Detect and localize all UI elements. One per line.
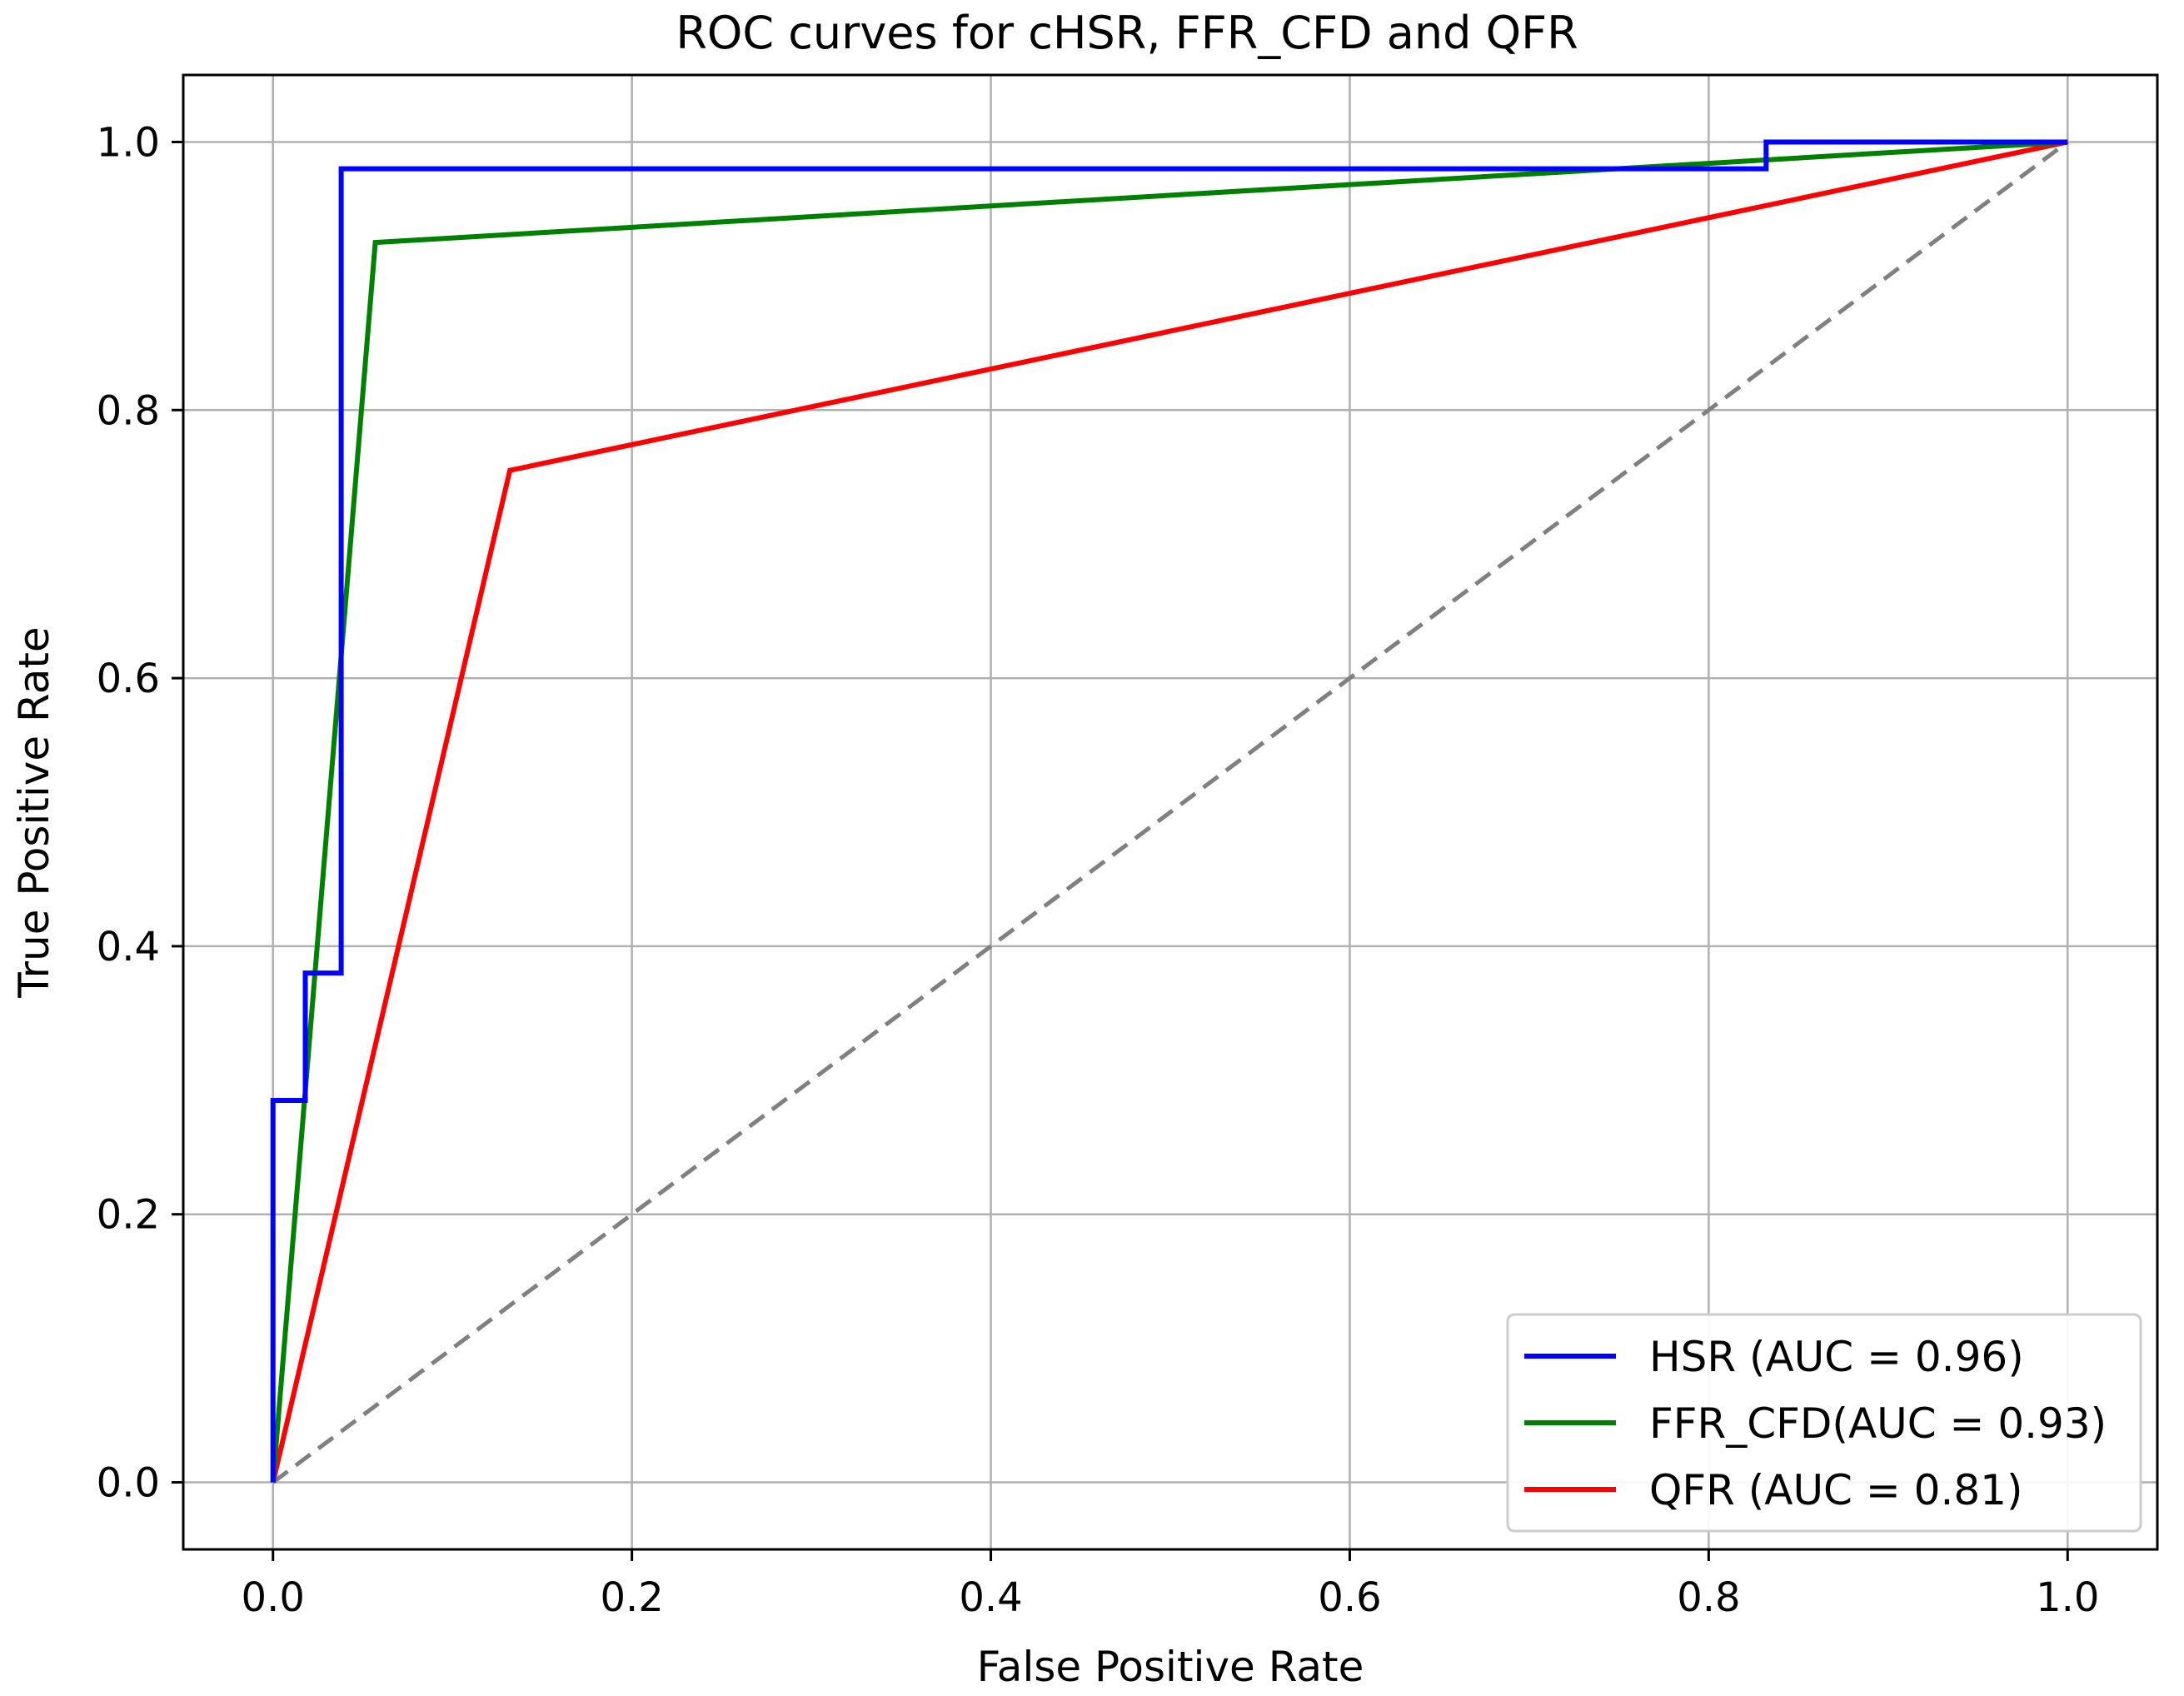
x-tick-label: 0.4 <box>959 1574 1022 1621</box>
y-tick-label: 0.8 <box>97 387 160 434</box>
y-tick-label: 0.2 <box>97 1192 160 1239</box>
x-tick-label: 0.0 <box>242 1574 305 1621</box>
plot-lines <box>270 139 2069 1484</box>
legend: HSR (AUC = 0.96) FFR_CFD(AUC = 0.93) QFR (… <box>1506 1313 2142 1533</box>
y-axis-ticks: 0.0 0.2 0.4 0.6 0.8 1.0 <box>97 119 183 1507</box>
x-axis-ticks: 0.0 0.2 0.4 0.6 0.8 1.0 <box>242 1549 2099 1621</box>
chance-diagonal-line <box>272 140 2069 1484</box>
y-tick-label: 0.0 <box>97 1460 160 1507</box>
legend-label-0: HSR (AUC = 0.96) <box>1649 1333 2024 1381</box>
x-tick-label: 0.6 <box>1318 1574 1381 1621</box>
y-axis-label: True Positive Rate <box>10 626 58 998</box>
x-axis-label: False Positive Rate <box>977 1643 1364 1691</box>
x-tick-label: 0.8 <box>1677 1574 1740 1621</box>
y-tick-label: 0.4 <box>97 924 160 970</box>
plot-area-frame <box>182 73 2159 1551</box>
legend-frame <box>1506 1313 2142 1533</box>
chart-title: ROC curves for cHSR, FFR_CFD and QFR <box>676 7 1578 59</box>
x-tick-label: 1.0 <box>2036 1574 2099 1621</box>
x-tick-label: 0.2 <box>600 1574 663 1621</box>
legend-label-1: FFR_CFD(AUC = 0.93) <box>1649 1399 2107 1448</box>
series-line-0 <box>270 139 2068 1483</box>
y-tick-label: 1.0 <box>97 119 160 166</box>
series-line-2 <box>270 139 2068 1484</box>
y-tick-label: 0.6 <box>97 656 160 702</box>
legend-label-2: QFR (AUC = 0.81) <box>1649 1466 2023 1514</box>
grid-lines <box>183 75 2157 1549</box>
